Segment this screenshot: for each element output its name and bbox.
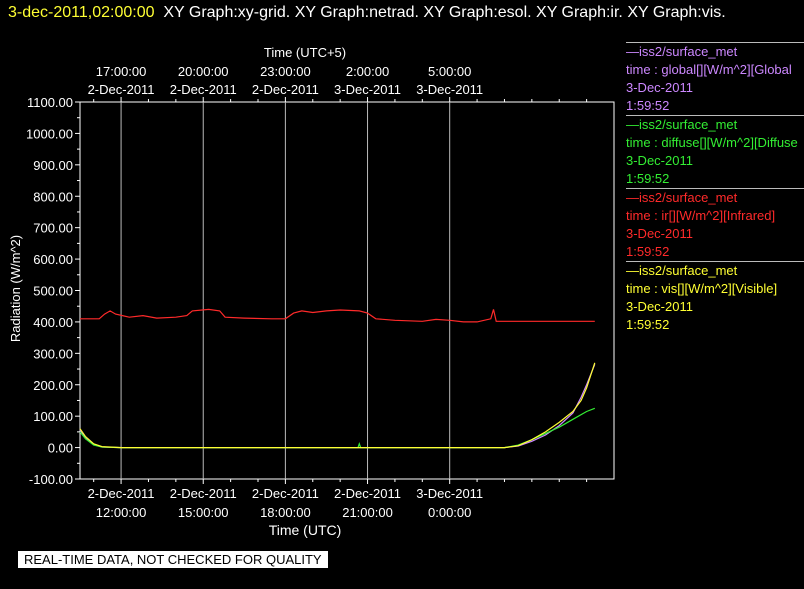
legend-time: 1:59:52: [626, 317, 670, 332]
legend-variable: time : diffuse[][W/m^2][Diffuse: [626, 135, 798, 150]
header-date: 3-dec-2011,02:00:00: [8, 4, 155, 21]
series-vis-line: [79, 362, 596, 449]
legend-variable: time : global[][W/m^2][Global: [626, 62, 792, 77]
top-tick-label-time: 2:00:00: [346, 64, 389, 79]
y-tick-label: 0.00: [48, 441, 73, 456]
top-tick-label-date: 2-Dec-2011: [170, 82, 237, 97]
legend-source: —iss2/surface_met: [626, 190, 738, 205]
legend-source: —iss2/surface_met: [626, 117, 738, 132]
top-tick-label-time: 20:00:00: [178, 64, 229, 79]
top-tick-label-date: 3-Dec-2011: [334, 82, 401, 97]
top-axis-label: Time (UTC+5): [264, 45, 346, 60]
plot-frame: [79, 101, 615, 480]
y-tick-label: 700.00: [33, 221, 73, 236]
top-tick-label-time: 17:00:00: [96, 64, 147, 79]
y-tick-label: 100.00: [33, 409, 73, 424]
legend-date: 3-Dec-2011: [626, 299, 693, 314]
y-tick-label: 600.00: [33, 252, 73, 267]
series-global-line: [79, 364, 596, 449]
top-tick-label-time: 5:00:00: [428, 64, 471, 79]
x-tick-label-time: 18:00:00: [260, 505, 311, 520]
y-tick-label: 1100.00: [27, 95, 73, 110]
legend-variable: time : ir[][W/m^2][Infrared]: [626, 208, 776, 223]
y-tick-label: 800.00: [33, 189, 73, 204]
legend-variable: time : vis[][W/m^2][Visible]: [626, 281, 778, 296]
legend-source: —iss2/surface_met: [626, 44, 738, 59]
x-tick-label-date: 2-Dec-2011: [334, 486, 401, 501]
y-tick-label: 200.00: [33, 378, 73, 393]
x-tick-label-date: 2-Dec-2011: [88, 486, 155, 501]
legend-date: 3-Dec-2011: [626, 153, 693, 168]
top-tick-label-date: 3-Dec-2011: [416, 82, 483, 97]
legend-time: 1:59:52: [626, 98, 670, 113]
y-tick-label: 1000.00: [26, 126, 73, 141]
legend-time: 1:59:52: [626, 244, 670, 259]
legend-time: 1:59:52: [626, 171, 670, 186]
y-tick-label: 900.00: [33, 158, 73, 173]
top-tick-label-date: 2-Dec-2011: [88, 82, 155, 97]
x-tick-label-time: 21:00:00: [342, 505, 393, 520]
y-tick-label: 500.00: [33, 284, 73, 299]
top-tick-label-time: 23:00:00: [260, 64, 311, 79]
y-tick-label: 300.00: [33, 346, 73, 361]
series-ir-line: [80, 308, 595, 323]
y-tick-label: -100.00: [29, 472, 73, 487]
y-tick-label: 400.00: [33, 315, 73, 330]
x-tick-label-date: 3-Dec-2011: [416, 486, 483, 501]
x-axis-label: Time (UTC): [269, 522, 342, 538]
x-tick-label-time: 12:00:00: [96, 505, 147, 520]
x-tick-label-time: 15:00:00: [178, 505, 229, 520]
quality-disclaimer: REAL-TIME DATA, NOT CHECKED FOR QUALITY: [18, 551, 328, 568]
header-title: 3-dec-2011,02:00:00 XY Graph:xy-grid. XY…: [8, 2, 804, 23]
x-tick-label-time: 0:00:00: [428, 505, 471, 520]
series-diffuse-line: [79, 407, 596, 449]
x-tick-label-date: 2-Dec-2011: [170, 486, 237, 501]
legend-date: 3-Dec-2011: [626, 226, 693, 241]
legend-source: —iss2/surface_met: [626, 263, 738, 278]
top-tick-label-date: 2-Dec-2011: [252, 82, 319, 97]
legend-date: 3-Dec-2011: [626, 80, 693, 95]
header-graph-list: XY Graph:xy-grid. XY Graph:netrad. XY Gr…: [163, 4, 726, 21]
x-tick-label-date: 2-Dec-2011: [252, 486, 319, 501]
y-axis-label: Radiation (W/m^2): [8, 235, 23, 342]
